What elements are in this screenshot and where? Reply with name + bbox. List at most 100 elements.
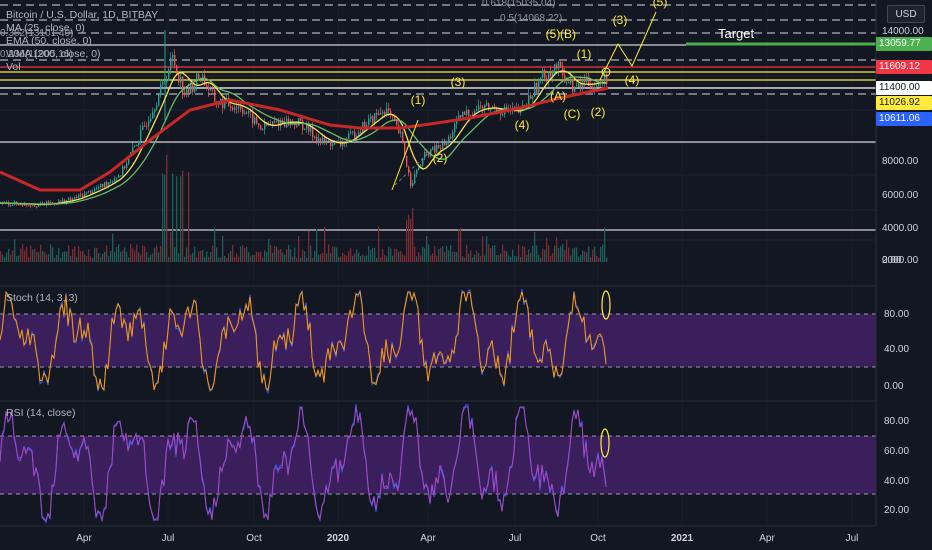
volume-bar: [340, 256, 342, 262]
candle-body: [452, 132, 454, 139]
stoch-axis-label: 40.00: [884, 344, 909, 355]
candle-body: [418, 167, 420, 170]
wave-label: (2): [433, 151, 448, 165]
volume-bar: [390, 248, 392, 262]
candle-body: [208, 87, 210, 91]
price-tag-ma: 11026.92: [876, 96, 932, 110]
volume-bar: [0, 251, 2, 262]
highlight-circle: [601, 67, 611, 77]
vol-legend[interactable]: Vol: [6, 61, 21, 73]
candle-body: [372, 115, 374, 124]
ema-legend[interactable]: EMA (50, close, 0): [6, 35, 92, 47]
volume-bar: [480, 256, 482, 262]
candle-body: [188, 88, 190, 94]
candle-body: [450, 136, 452, 139]
volume-bar: [32, 249, 34, 262]
volume-bar: [78, 246, 80, 262]
wave-label: (2): [591, 105, 606, 119]
volume-bar: [528, 249, 530, 262]
volume-bar: [84, 254, 86, 262]
candle-body: [476, 109, 478, 112]
highlight-ellipse: [601, 290, 611, 320]
candle-body: [330, 140, 332, 146]
time-axis-label: Apr: [420, 533, 436, 544]
volume-bar: [314, 250, 316, 262]
candle-body: [28, 205, 30, 207]
volume-bar: [520, 257, 522, 262]
candle-body: [550, 72, 552, 77]
volume-bar: [544, 249, 546, 262]
volume-bar: [28, 256, 30, 262]
volume-bar: [262, 257, 264, 262]
candle-body: [94, 188, 96, 192]
candle-body: [98, 187, 100, 189]
candle-body: [434, 146, 436, 153]
volume-bar: [40, 244, 42, 262]
volume-bar: [52, 247, 54, 262]
candle-body: [34, 205, 36, 207]
candle-body: [288, 118, 290, 126]
rsi-pane: [0, 400, 876, 524]
currency-button[interactable]: USD: [887, 5, 925, 23]
volume-bar: [18, 255, 20, 262]
volume-bar: [534, 231, 536, 262]
volume-bar: [540, 257, 542, 262]
volume-bar: [184, 256, 186, 262]
candle-body: [448, 136, 450, 142]
volume-bar: [288, 244, 290, 262]
volume-bar: [20, 248, 22, 262]
time-axis-label: Apr: [759, 533, 775, 544]
volume-bar: [348, 251, 350, 262]
candle-body: [428, 152, 430, 157]
volume-bar: [588, 246, 590, 262]
wave-label: (4): [515, 118, 530, 132]
stoch-label[interactable]: Stoch (14, 3, 3): [6, 292, 78, 304]
volume-bar: [168, 256, 170, 262]
volume-bar: [146, 252, 148, 262]
volume-bar: [324, 227, 326, 262]
candle-body: [432, 146, 434, 150]
candle-body: [16, 201, 18, 204]
volume-bar: [266, 251, 268, 262]
volume-bar: [72, 248, 74, 262]
ma-legend[interactable]: MA (25, close, 0): [6, 22, 85, 34]
volume-bar: [44, 251, 46, 262]
volume-bar: [522, 245, 524, 262]
volume-bar: [336, 247, 338, 262]
volume-bar: [516, 256, 518, 262]
candle-body: [140, 129, 142, 142]
candle-body: [136, 145, 138, 147]
rsi-label[interactable]: RSI (14, close): [6, 407, 76, 419]
volume-bar: [164, 174, 166, 262]
volume-bar: [196, 257, 198, 262]
volume-bar: [132, 248, 134, 262]
candle-body: [108, 182, 110, 186]
volume-bar: [402, 253, 404, 262]
candle-body: [76, 196, 78, 198]
volume-bar: [416, 256, 418, 262]
volume-bar: [424, 248, 426, 262]
wave-label: (3): [451, 75, 466, 89]
volume-bar: [606, 257, 608, 262]
candle-body: [212, 88, 214, 90]
price-axis-label: 6000.00: [882, 190, 919, 201]
candle-body: [174, 54, 176, 66]
volume-bar: [524, 246, 526, 262]
candle-body: [186, 88, 188, 95]
candle-body: [142, 125, 144, 130]
volume-bar: [136, 244, 138, 262]
volume-bar: [296, 257, 298, 262]
volume-bar: [512, 249, 514, 262]
candle-body: [102, 183, 104, 188]
wma-legend[interactable]: WMA (200, close, 0): [6, 48, 101, 60]
candle-body: [134, 145, 136, 147]
volume-bar: [192, 253, 194, 262]
volume-bar: [12, 250, 14, 262]
volume-bar: [492, 245, 494, 262]
volume-bar: [358, 252, 360, 262]
candle-body: [544, 69, 546, 79]
volume-bar: [102, 253, 104, 262]
candle-body: [148, 121, 150, 127]
candle-body: [88, 190, 90, 192]
